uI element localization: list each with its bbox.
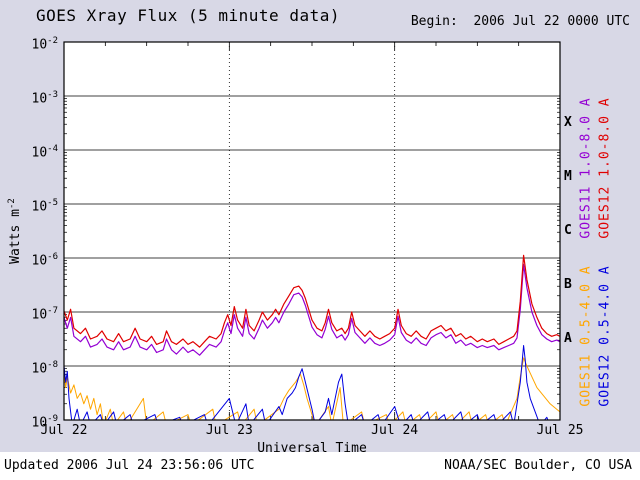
footer-band: [0, 452, 640, 480]
y-tick-label: 10-3: [31, 90, 59, 107]
x-tick-label: Jul 22: [40, 423, 88, 438]
y-tick-label: 10-4: [31, 144, 59, 161]
x-tick-label: Jul 24: [371, 423, 419, 438]
legend-goes11-0-5-4-0-a: GOES11 0.5-4.0 A: [578, 265, 594, 407]
legend-goes12-1-0-8-0-a: GOES12 1.0-8.0 A: [597, 97, 613, 239]
series-line-goes11-0-5-4-0-a: [64, 357, 560, 420]
y-tick-label: 10-5: [31, 198, 59, 215]
flare-class-x: X: [564, 115, 572, 130]
flare-class-c: C: [564, 223, 572, 238]
x-tick-label: Jul 23: [205, 423, 253, 438]
y-tick-label: 10-8: [31, 360, 59, 377]
y-tick-label: 10-7: [31, 306, 59, 323]
flare-class-b: B: [564, 277, 572, 292]
flare-class-m: M: [564, 169, 572, 184]
y-tick-label: 10-6: [31, 252, 59, 269]
y-tick-label: 10-2: [31, 36, 59, 53]
source-attribution: NOAA/SEC Boulder, CO USA: [444, 458, 632, 473]
series-line-goes11-1-0-8-0-a: [64, 263, 560, 356]
series-group: [64, 254, 560, 420]
legend-goes11-1-0-8-0-a: GOES11 1.0-8.0 A: [578, 97, 594, 239]
flare-class-a: A: [564, 331, 572, 346]
plot-background: [64, 42, 560, 420]
series-line-goes12-0-5-4-0-a: [64, 345, 549, 420]
page-title: GOES Xray Flux (5 minute data): [36, 6, 340, 25]
x-tick-label: Jul 25: [536, 423, 584, 438]
series-line-goes12-1-0-8-0-a: [64, 254, 560, 348]
updated-timestamp: Updated 2006 Jul 24 23:56:06 UTC: [4, 458, 255, 473]
y-tick-label: 10-9: [31, 414, 59, 431]
plot-border: [63, 41, 561, 421]
legend-goes12-0-5-4-0-a: GOES12 0.5-4.0 A: [597, 265, 613, 407]
begin-time-label: Begin: 2006 Jul 22 0000 UTC: [410, 14, 630, 29]
